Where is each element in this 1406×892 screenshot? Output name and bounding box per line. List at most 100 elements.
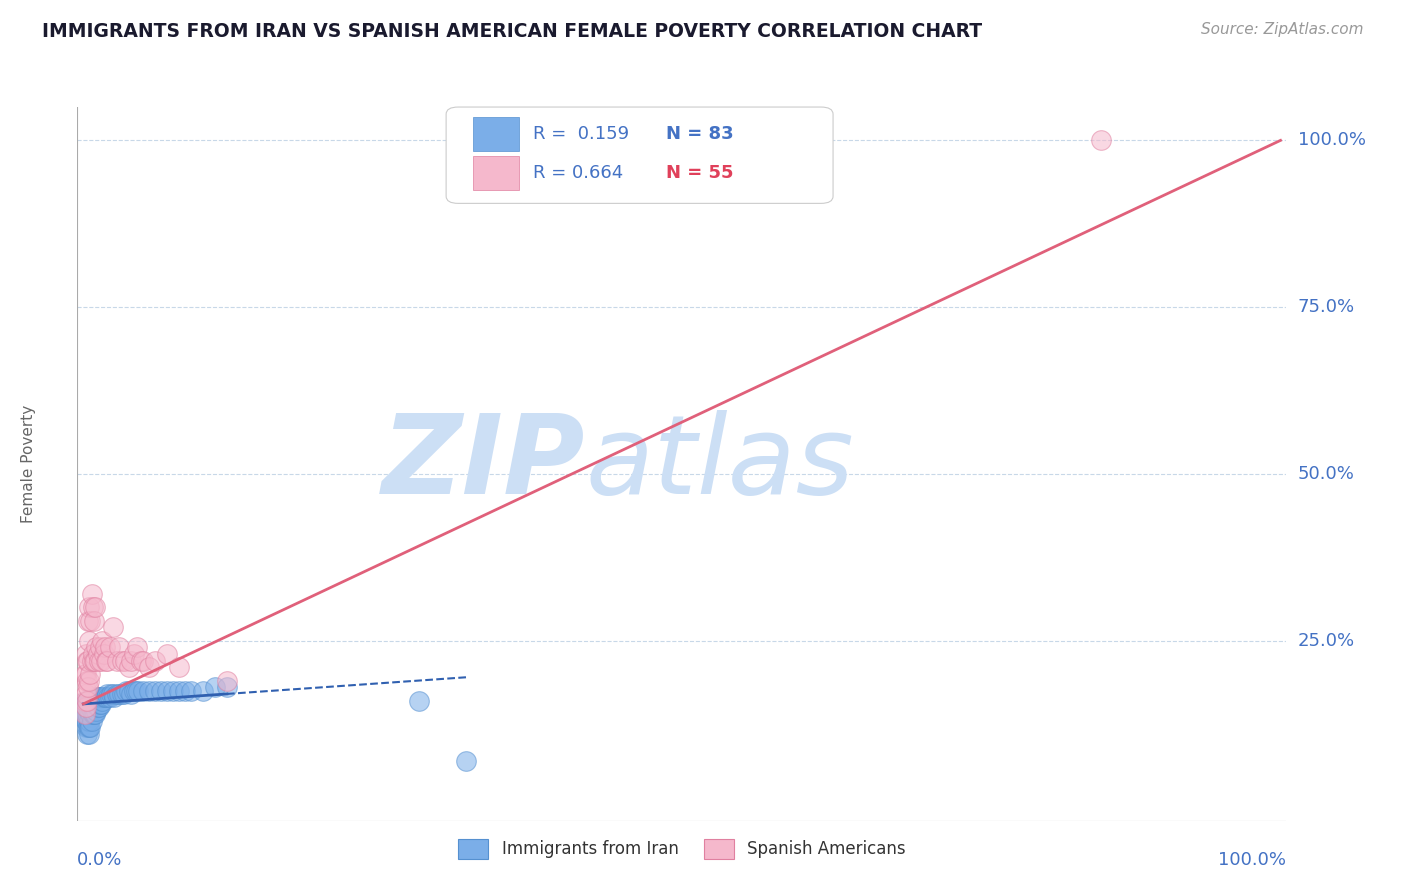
Point xyxy=(77,710,100,724)
Point xyxy=(83,654,105,668)
Point xyxy=(86,640,108,655)
Point xyxy=(103,687,125,701)
Point xyxy=(79,673,101,688)
Point xyxy=(79,600,101,615)
Point xyxy=(73,693,96,707)
Point xyxy=(73,667,96,681)
Point xyxy=(84,697,107,711)
Point xyxy=(108,687,131,701)
Point xyxy=(150,683,173,698)
Point xyxy=(108,640,131,655)
Point xyxy=(76,706,98,721)
Point xyxy=(87,690,110,705)
Point xyxy=(79,693,101,707)
Point xyxy=(75,700,97,714)
Point xyxy=(84,600,107,615)
Point xyxy=(75,687,97,701)
Point xyxy=(138,660,160,674)
Point xyxy=(77,680,100,694)
Point xyxy=(118,660,141,674)
Point xyxy=(82,693,104,707)
Point xyxy=(76,714,98,728)
Point xyxy=(73,700,96,714)
Point xyxy=(76,673,98,688)
Point xyxy=(77,693,100,707)
Point xyxy=(82,700,104,714)
Point xyxy=(180,683,202,698)
Point xyxy=(114,654,136,668)
Point xyxy=(82,600,104,615)
Point xyxy=(167,660,190,674)
Point xyxy=(167,683,190,698)
Point xyxy=(162,683,184,698)
Point xyxy=(143,654,166,668)
Point xyxy=(93,690,115,705)
Point xyxy=(156,683,179,698)
Text: R = 0.664: R = 0.664 xyxy=(533,164,623,182)
Point xyxy=(73,697,96,711)
Point xyxy=(75,706,97,721)
Point xyxy=(127,640,149,655)
Point xyxy=(115,683,138,698)
Text: IMMIGRANTS FROM IRAN VS SPANISH AMERICAN FEMALE POVERTY CORRELATION CHART: IMMIGRANTS FROM IRAN VS SPANISH AMERICAN… xyxy=(42,22,983,41)
Point xyxy=(83,697,105,711)
Point xyxy=(89,690,111,705)
Text: Female Poverty: Female Poverty xyxy=(21,405,37,523)
Point xyxy=(118,683,141,698)
Point xyxy=(105,654,128,668)
Point xyxy=(456,754,478,768)
Text: atlas: atlas xyxy=(585,410,853,517)
Point xyxy=(127,683,149,698)
Point xyxy=(75,714,97,728)
Point xyxy=(138,683,160,698)
Point xyxy=(120,687,142,701)
Point xyxy=(91,633,114,648)
Point xyxy=(98,640,121,655)
Point xyxy=(174,683,197,698)
Point xyxy=(76,654,98,668)
Point xyxy=(80,714,103,728)
Point xyxy=(79,706,101,721)
Point xyxy=(80,697,103,711)
Point xyxy=(215,673,238,688)
Point xyxy=(80,654,103,668)
Point xyxy=(79,700,101,714)
FancyBboxPatch shape xyxy=(472,117,519,152)
Point xyxy=(94,654,117,668)
Legend: Immigrants from Iran, Spanish Americans: Immigrants from Iran, Spanish Americans xyxy=(451,832,912,866)
Point xyxy=(73,680,96,694)
Point xyxy=(90,690,112,705)
Point xyxy=(90,654,112,668)
Point xyxy=(80,704,103,718)
Point xyxy=(96,654,118,668)
Point xyxy=(105,687,128,701)
Point xyxy=(98,690,121,705)
Point xyxy=(84,706,107,721)
Point xyxy=(90,697,112,711)
Point xyxy=(156,647,179,661)
FancyBboxPatch shape xyxy=(446,107,832,203)
Text: N = 55: N = 55 xyxy=(666,164,734,182)
Point xyxy=(100,687,122,701)
Point xyxy=(82,706,104,721)
Point xyxy=(132,654,155,668)
Point xyxy=(75,720,97,734)
Point xyxy=(75,667,97,681)
Point xyxy=(82,647,104,661)
Point xyxy=(83,614,105,628)
Text: 75.0%: 75.0% xyxy=(1298,298,1355,316)
Point xyxy=(73,706,96,721)
Point xyxy=(94,690,117,705)
Point xyxy=(79,704,101,718)
Point xyxy=(73,706,96,721)
Text: R =  0.159: R = 0.159 xyxy=(533,125,630,143)
Point xyxy=(120,654,142,668)
Point xyxy=(1090,133,1112,147)
Point xyxy=(125,683,148,698)
Point xyxy=(75,700,97,714)
Point xyxy=(122,647,145,661)
Point xyxy=(76,693,98,707)
Point xyxy=(79,727,101,741)
Point xyxy=(75,647,97,661)
Point xyxy=(103,690,125,705)
